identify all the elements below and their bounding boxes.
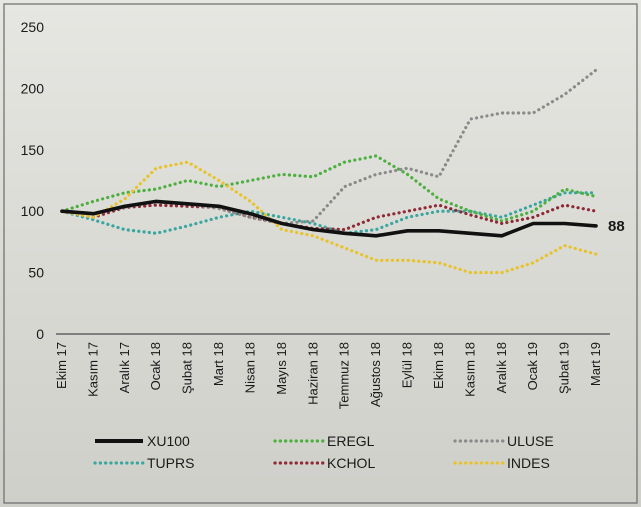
x-tick-label: Mart 18 [211, 342, 226, 386]
y-tick-label: 150 [21, 142, 45, 158]
series-line-xu100 [60, 199, 598, 238]
y-tick-label: 50 [28, 265, 44, 281]
legend: XU100 EREGL ULUSE TUPRS KCHOL INDES [93, 433, 554, 471]
x-axis-ticks: Ekim 17 Kasım 17 Aralık 17 Ocak 18 Şubat 18 M… [54, 342, 603, 409]
x-tick-label: Şubat 19 [557, 342, 572, 394]
series-line-kchol [60, 203, 598, 232]
chart-border [3, 3, 638, 504]
legend-label-uluse: ULUSE [507, 433, 554, 449]
series-lines [60, 68, 598, 275]
y-tick-label: 100 [21, 203, 45, 219]
series-line-eregl [60, 154, 598, 223]
x-tick-label: Nisan 18 [242, 342, 257, 393]
x-tick-label: Ekim 17 [54, 342, 69, 389]
series-line-indes [60, 160, 598, 275]
end-value-label: 88 [608, 218, 625, 235]
x-tick-label: Eylül 18 [400, 342, 415, 388]
x-tick-label: Ocak 19 [525, 342, 540, 390]
x-tick-label: Temmuz 18 [337, 342, 352, 409]
x-tick-label: Şubat 18 [180, 342, 195, 394]
x-tick-label: Aralık 17 [117, 342, 132, 393]
x-tick-label: Ağustos 18 [368, 342, 383, 407]
x-tick-label: Mart 19 [588, 342, 603, 386]
legend-label-eregl: EREGL [327, 433, 375, 449]
legend-label-kchol: KCHOL [327, 455, 375, 471]
y-tick-label: 0 [36, 326, 44, 342]
series-line-tuprs [60, 191, 598, 235]
x-tick-label: Ekim 18 [431, 342, 446, 389]
y-tick-label: 250 [21, 19, 45, 35]
x-tick-label: Aralık 18 [494, 342, 509, 393]
x-tick-label: Haziran 18 [305, 342, 320, 405]
legend-label-xu100: XU100 [147, 433, 190, 449]
series-line-uluse [60, 68, 598, 226]
x-tick-label: Mayıs 18 [274, 342, 289, 395]
x-tick-label: Kasım 18 [462, 342, 477, 397]
y-axis-ticks: 0 50 100 150 200 250 [21, 19, 45, 342]
legend-label-tuprs: TUPRS [147, 455, 194, 471]
legend-label-indes: INDES [507, 455, 550, 471]
y-tick-label: 200 [21, 80, 45, 96]
x-tick-label: Kasım 17 [85, 342, 100, 397]
x-tick-label: Ocak 18 [148, 342, 163, 390]
